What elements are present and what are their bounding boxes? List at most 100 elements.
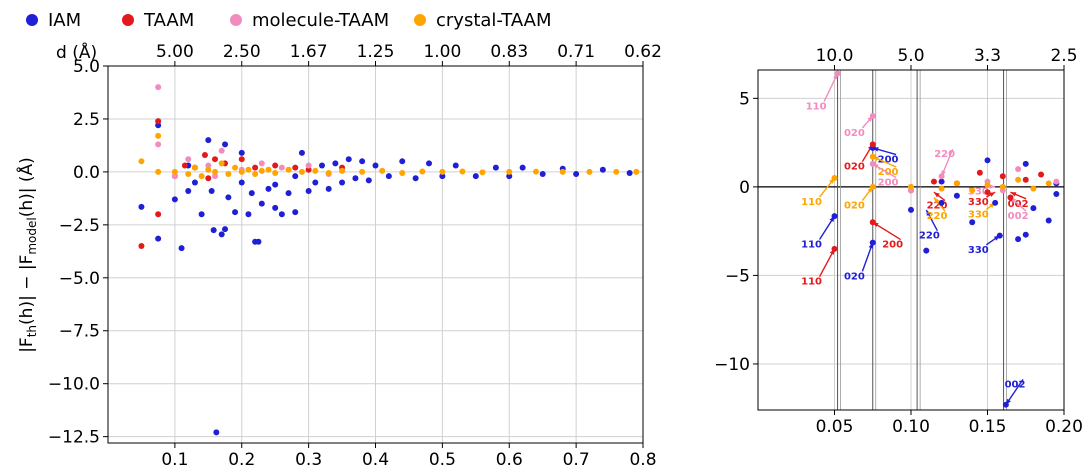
- data-point: [385, 173, 392, 180]
- data-point: [258, 160, 265, 167]
- data-point: [245, 166, 252, 173]
- y-tick-label: 0: [739, 178, 750, 198]
- data-point: [452, 162, 459, 169]
- data-point: [171, 168, 178, 175]
- data-point: [155, 168, 162, 175]
- legend-label-crystal-taam: crystal-TAAM: [436, 10, 552, 31]
- data-point: [869, 219, 876, 226]
- data-point: [559, 168, 566, 175]
- main-grid: [108, 65, 644, 443]
- data-point: [1022, 160, 1029, 167]
- data-point: [923, 247, 930, 254]
- legend-marker-molecule-taam: [230, 14, 242, 26]
- data-point: [1038, 171, 1045, 178]
- top-tick-label: 1.67: [290, 42, 328, 62]
- hkl-label: 330: [968, 197, 989, 208]
- x-tick-label: 0.8: [629, 450, 656, 468]
- data-point: [938, 199, 945, 206]
- annotation-arrowhead: [1010, 192, 1017, 197]
- data-point: [953, 192, 960, 199]
- data-point: [181, 162, 188, 169]
- x-tick-label: 0.4: [362, 450, 389, 468]
- annotation-arrowhead: [989, 184, 996, 189]
- y-tick-label: 0.0: [73, 163, 100, 183]
- data-point: [138, 243, 145, 250]
- data-point: [339, 179, 346, 186]
- x-tick-label: 0.3: [295, 450, 322, 468]
- main-chart: d (Å) 0.1 0.2 0.3 0.4 0.5 0.6 0.7 0.8 5.0 2.5 0.0 −…: [15, 41, 662, 468]
- y-tick-label: −10.0: [48, 375, 100, 395]
- data-point: [185, 171, 192, 178]
- data-point: [506, 173, 513, 180]
- ylabel-part-end: (h)| (Å): [15, 157, 37, 217]
- top-tick-label: 0.83: [490, 42, 528, 62]
- x-tick-label: 0.1: [161, 450, 188, 468]
- main-points: [138, 84, 640, 436]
- data-point: [218, 160, 225, 167]
- data-point: [969, 219, 976, 226]
- legend-label-molecule-taam: molecule-TAAM: [252, 10, 389, 31]
- data-point: [479, 169, 486, 176]
- zoom-ticks: 0.05 0.10 0.15 0.20 5 0 −5 −10 10.0 5.0 3.3 2.5: [714, 46, 1083, 437]
- x-tick-label: 0.20: [1045, 417, 1083, 437]
- x-tick-label: 0.05: [816, 417, 854, 437]
- data-point: [185, 187, 192, 194]
- data-point: [218, 147, 225, 154]
- legend: IAM TAAM molecule-TAAM crystal-TAAM: [26, 10, 552, 31]
- top-tick-label: 1.00: [423, 42, 461, 62]
- data-point: [265, 166, 272, 173]
- y-tick-label: −5: [725, 266, 750, 286]
- top-tick-label: 2.50: [223, 42, 261, 62]
- y-tick-label: −5.0: [59, 269, 100, 289]
- data-point: [519, 164, 526, 171]
- hkl-label: 330: [968, 209, 989, 220]
- data-point: [1045, 180, 1052, 187]
- data-point: [539, 171, 546, 178]
- hkl-label: 020: [844, 128, 865, 139]
- data-point: [339, 167, 346, 174]
- data-point: [938, 173, 945, 180]
- top-tick-label: 5.0: [897, 46, 924, 66]
- hkl-label: 110: [801, 240, 822, 251]
- data-point: [218, 231, 225, 238]
- data-point: [869, 160, 876, 167]
- y-tick-label: 5: [739, 89, 750, 109]
- data-point: [1015, 236, 1022, 243]
- data-point: [1002, 401, 1009, 408]
- data-point: [238, 179, 245, 186]
- x-tick-label: 0.7: [563, 450, 590, 468]
- data-point: [908, 183, 914, 190]
- data-point: [1015, 176, 1022, 183]
- data-point: [155, 122, 162, 129]
- legend-entry: TAAM: [122, 10, 194, 31]
- main-ticks: 0.1 0.2 0.3 0.4 0.5 0.6 0.7 0.8 5.0 2.5 0.0 −2.5 −5.…: [48, 42, 662, 468]
- data-point: [1053, 178, 1060, 185]
- data-point: [930, 178, 937, 185]
- legend-entry: IAM: [26, 10, 81, 31]
- top-tick-label: 0.62: [624, 42, 662, 62]
- data-point: [365, 177, 372, 184]
- zoom-chart: 1100202000202002002201100201101100202002…: [714, 46, 1083, 437]
- top-axis-title: d (Å): [56, 41, 97, 63]
- hkl-label: 200: [878, 178, 899, 189]
- data-point: [908, 206, 914, 213]
- data-point: [359, 168, 366, 175]
- y-tick-label: −12.5: [48, 428, 100, 448]
- data-point: [258, 167, 265, 174]
- data-point: [171, 196, 178, 203]
- main-y-axis-label: |Fth(h)| − |Fmodel(h)| (Å): [15, 157, 39, 353]
- data-point: [205, 162, 212, 169]
- hkl-label: 330: [968, 245, 989, 256]
- data-point: [599, 166, 606, 173]
- data-point: [359, 158, 366, 165]
- hkl-label: 220: [919, 231, 940, 242]
- data-point: [312, 167, 319, 174]
- legend-marker-iam: [26, 14, 38, 26]
- data-point: [992, 199, 999, 206]
- data-point: [1022, 231, 1029, 238]
- data-point: [869, 113, 876, 120]
- data-point: [869, 183, 876, 190]
- data-point: [305, 187, 312, 194]
- hkl-label: 020: [844, 271, 865, 282]
- data-point: [272, 169, 279, 176]
